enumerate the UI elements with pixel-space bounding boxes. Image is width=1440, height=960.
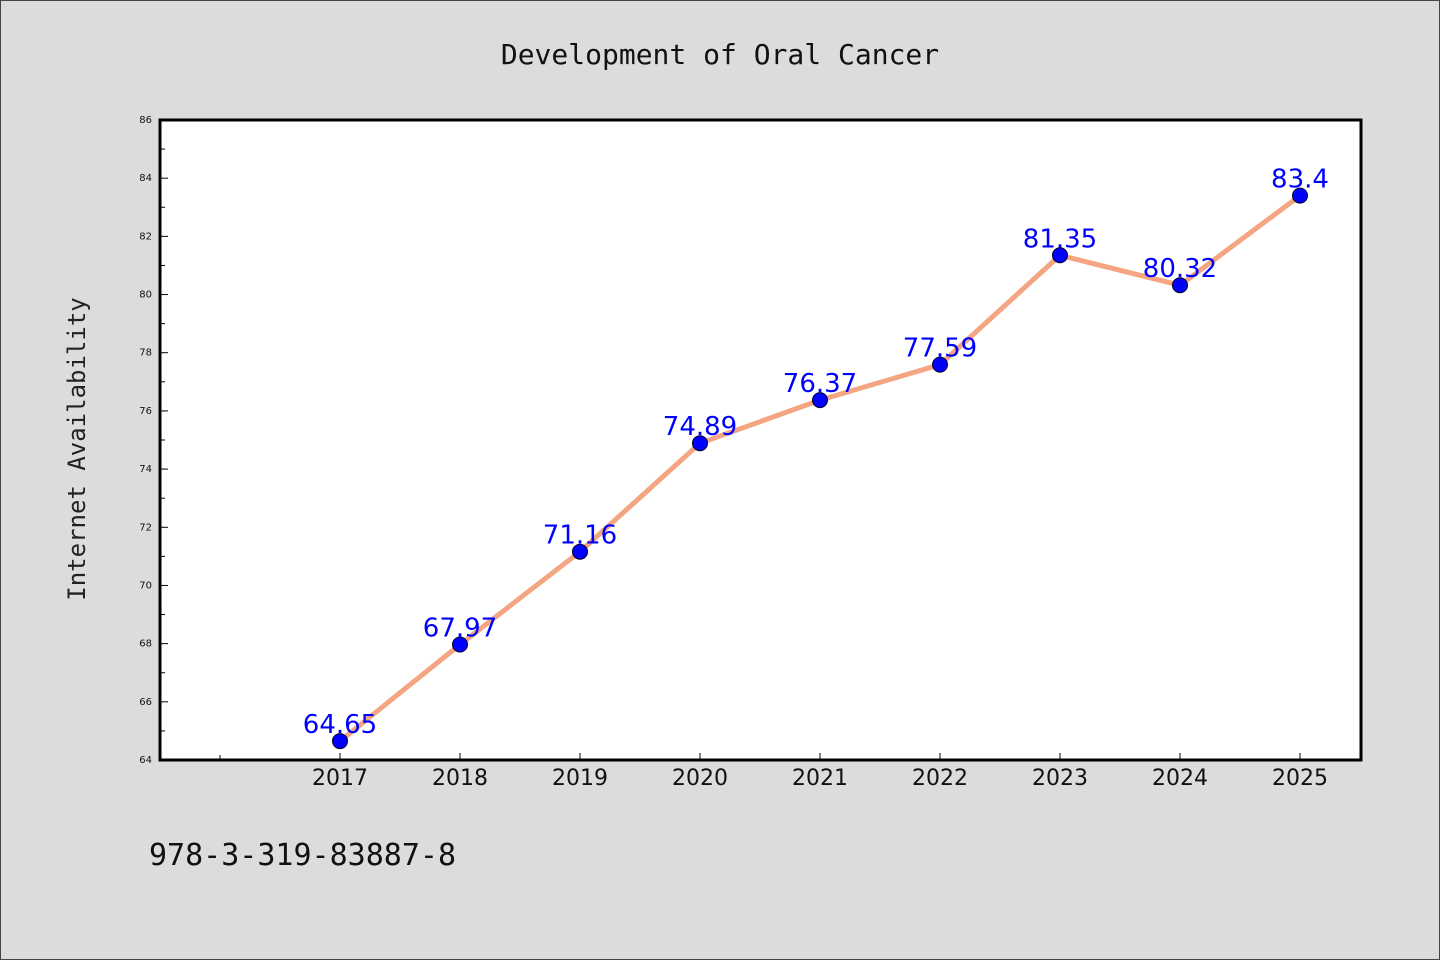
x-tick-label: 2021 <box>792 766 848 791</box>
y-tick-label: 80 <box>139 290 152 301</box>
data-point <box>1292 187 1308 204</box>
y-tick-label: 86 <box>139 115 152 126</box>
x-tick-label: 2024 <box>1152 766 1208 791</box>
data-point <box>452 636 468 653</box>
chart-title: Development of Oral Cancer <box>501 38 939 71</box>
data-point <box>692 435 708 452</box>
data-label: 83.4 <box>1271 165 1329 195</box>
y-tick-label: 68 <box>139 639 152 650</box>
data-label: 74.89 <box>663 412 737 442</box>
data-label-layer: 64.65 67.97 71.16 74.89 76.37 77.59 81.35 80.32… <box>303 165 1329 740</box>
isbn-text: 978-3-319-83887-8 <box>149 838 456 873</box>
data-label: 64.65 <box>303 710 377 740</box>
x-tick-label: 2023 <box>1032 766 1088 791</box>
y-tick-label: 70 <box>139 580 152 591</box>
plot-area <box>158 118 1363 762</box>
y-tick-label: 66 <box>139 697 152 708</box>
x-tick-label: 2017 <box>312 766 368 791</box>
y-tick-label: 82 <box>139 231 152 242</box>
y-tick-label: 74 <box>139 464 152 475</box>
x-tick-label: 2019 <box>552 766 608 791</box>
series-layer <box>332 187 1308 750</box>
data-point <box>1052 247 1068 264</box>
y-axis: 64 66 68 70 72 74 76 78 80 82 84 86 <box>139 115 168 766</box>
y-axis-label: Internet Availability <box>63 297 91 600</box>
x-axis: 2017 2018 2019 2020 2021 2022 2023 2024 2025 <box>219 753 1328 791</box>
data-point <box>572 543 588 560</box>
x-tick-label: 2022 <box>912 766 968 791</box>
y-tick-label: 78 <box>139 348 152 359</box>
data-point <box>932 356 948 373</box>
data-label: 67.97 <box>423 614 497 644</box>
data-label: 77.59 <box>903 334 977 364</box>
data-label: 81.35 <box>1023 224 1097 254</box>
y-tick-label: 84 <box>139 173 152 184</box>
data-point <box>812 392 828 409</box>
y-tick-label: 76 <box>139 406 152 417</box>
data-label: 71.16 <box>543 521 617 551</box>
data-point <box>332 733 348 750</box>
data-label: 76.37 <box>783 369 857 399</box>
y-tick-label: 64 <box>139 755 152 766</box>
data-point <box>1172 277 1188 294</box>
x-tick-label: 2018 <box>432 766 488 791</box>
x-tick-label: 2020 <box>672 766 728 791</box>
x-tick-label: 2025 <box>1272 766 1328 791</box>
y-tick-label: 72 <box>139 522 152 533</box>
data-label: 80.32 <box>1143 254 1217 284</box>
